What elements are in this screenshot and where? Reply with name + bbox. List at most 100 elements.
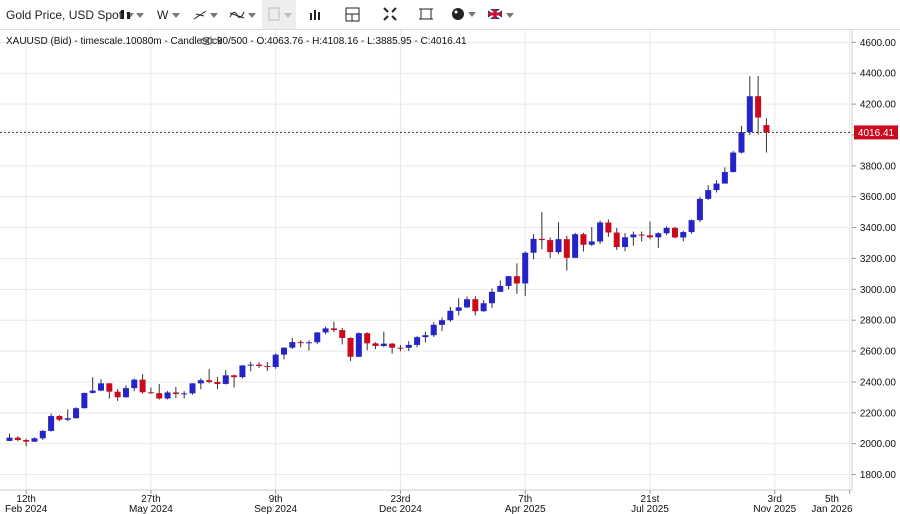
- candle-body: [39, 430, 46, 439]
- candle-body: [572, 234, 579, 258]
- theme-menu[interactable]: [450, 6, 480, 22]
- candle-body: [588, 241, 595, 245]
- x-tick-label: 21st: [641, 494, 660, 505]
- candle-body: [189, 383, 196, 394]
- y-tick-label: 1800.00: [860, 470, 897, 481]
- y-tick-label: 4600.00: [860, 38, 897, 49]
- y-tick-label: 2800.00: [860, 316, 897, 327]
- candle-body: [231, 375, 238, 378]
- candle-body: [447, 310, 454, 321]
- candle-body: [247, 364, 254, 366]
- candle-body: [738, 132, 745, 153]
- x-tick-label: 12th: [16, 494, 35, 505]
- candle-body: [422, 335, 429, 338]
- candle-body: [81, 392, 88, 409]
- candle-body: [322, 328, 329, 333]
- candle-body: [389, 343, 396, 348]
- candle-body: [330, 328, 337, 331]
- candle-body: [239, 365, 246, 378]
- candle-body: [256, 364, 263, 367]
- candle-body: [513, 276, 520, 284]
- overlay-menu[interactable]: [262, 0, 296, 29]
- candle-body: [755, 96, 762, 118]
- candle-body: [197, 380, 204, 384]
- candle-body: [355, 333, 362, 357]
- y-tick-label: 2200.00: [860, 408, 897, 419]
- candle-body: [297, 342, 304, 344]
- language-menu[interactable]: [487, 7, 517, 23]
- y-tick-label: 3600.00: [860, 192, 897, 203]
- x-tick-sublabel: Jan 2026: [811, 504, 853, 514]
- candle-body: [6, 437, 13, 441]
- candle-body: [380, 343, 387, 346]
- last-price-box: [854, 125, 898, 140]
- y-tick-label: 2400.00: [860, 377, 897, 388]
- candle-body: [522, 252, 529, 284]
- layout-button[interactable]: [344, 6, 362, 24]
- candle-body: [214, 381, 221, 384]
- candle-body: [131, 379, 138, 389]
- indicator-menu[interactable]: [228, 7, 258, 23]
- ohlc-info: 90/500 - O:4063.76 - H:4108.16 - L:3885.…: [217, 36, 467, 47]
- candle-body: [538, 238, 545, 241]
- candle-body: [314, 332, 321, 343]
- x-tick-sublabel: Sep 2024: [254, 504, 297, 514]
- candle-body: [730, 152, 737, 173]
- candle-body: [680, 232, 687, 238]
- chart-type-menu[interactable]: [118, 7, 146, 23]
- y-tick-label: 4400.00: [860, 69, 897, 80]
- interval-menu[interactable]: W: [157, 8, 181, 22]
- x-tick-sublabel: Dec 2024: [379, 504, 422, 514]
- candle-body: [56, 416, 63, 420]
- candle-body: [23, 439, 30, 442]
- candle-body: [14, 437, 21, 440]
- candle-body: [547, 240, 554, 253]
- candle-body: [48, 416, 55, 431]
- symbol-menu[interactable]: Gold Price, USD Spot: [6, 8, 135, 22]
- volume-button[interactable]: [308, 7, 324, 23]
- candle-body: [98, 383, 105, 391]
- candle-body: [530, 238, 537, 253]
- draw-menu[interactable]: [192, 7, 220, 23]
- candle-body: [281, 347, 287, 355]
- candle-body: [605, 222, 612, 233]
- candle-body: [488, 291, 495, 304]
- x-tick-sublabel: May 2024: [129, 504, 173, 514]
- candle-body: [264, 366, 271, 368]
- candle-body: [106, 383, 113, 392]
- candle-body: [696, 198, 703, 221]
- y-tick-label: 3400.00: [860, 223, 897, 234]
- candle-body: [405, 344, 412, 348]
- x-tick-sublabel: Feb 2024: [5, 504, 48, 514]
- candle-body: [31, 438, 38, 442]
- y-tick-label: 2600.00: [860, 347, 897, 358]
- fullscreen-button[interactable]: [382, 6, 398, 22]
- candle-body: [89, 390, 96, 393]
- candle-body: [139, 379, 146, 393]
- candle-body: [580, 234, 587, 245]
- candle-body: [181, 393, 188, 395]
- y-tick-label: 3800.00: [860, 161, 897, 172]
- x-tick-label: 7th: [518, 494, 532, 505]
- x-tick-sublabel: Apr 2025: [505, 504, 546, 514]
- candle-body: [763, 125, 770, 133]
- candle-body: [597, 222, 604, 242]
- y-tick-label: 4200.00: [860, 100, 897, 111]
- x-tick-label: 9th: [269, 494, 283, 505]
- zoom-button[interactable]: [418, 6, 434, 22]
- candle-body: [364, 333, 371, 344]
- interval: W: [157, 8, 169, 22]
- candle-body: [646, 235, 653, 238]
- y-tick-label: 2000.00: [860, 439, 897, 450]
- x-tick-sublabel: Nov 2025: [753, 504, 796, 514]
- x-tick-label: 3rd: [768, 494, 782, 505]
- visibility-icon[interactable]: [200, 37, 214, 45]
- candle-body: [455, 307, 462, 311]
- chart-subtitle: XAUUSD (Bid) - timescale.10080m - Candle…: [6, 36, 223, 47]
- candle-body: [439, 320, 446, 325]
- candle-body: [305, 342, 312, 344]
- x-tick-label: 23rd: [390, 494, 410, 505]
- candle-body: [164, 392, 171, 399]
